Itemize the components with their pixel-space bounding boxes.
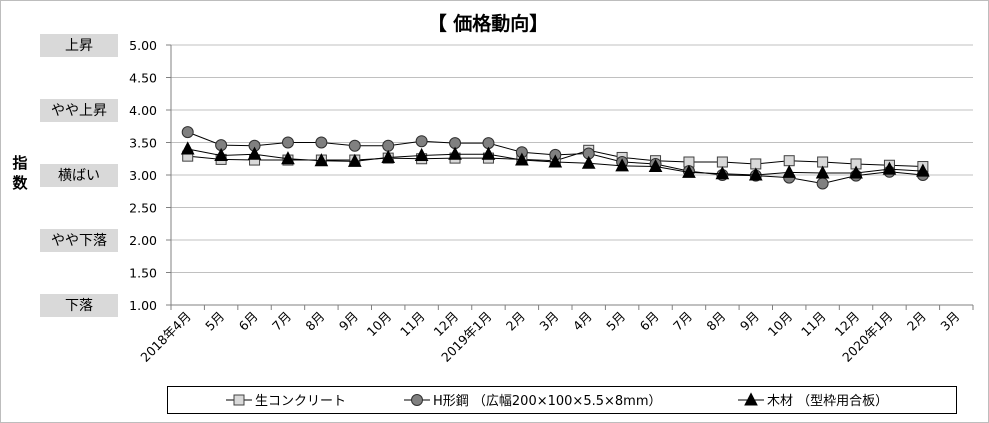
data-point: [348, 139, 361, 152]
legend-marker-square-icon: [233, 394, 245, 406]
x-tick-label: 9月: [737, 309, 762, 334]
data-point: [548, 154, 563, 168]
level-label-box: [40, 164, 118, 187]
data-point: [481, 146, 496, 160]
y-tick-label: 4.00: [129, 103, 157, 118]
data-point: [214, 147, 228, 161]
data-point: [448, 146, 462, 160]
data-point: [816, 177, 829, 190]
x-tick-label: 5月: [603, 309, 628, 334]
data-point: [515, 152, 529, 166]
data-point: [849, 165, 863, 179]
legend-label: 生コンクリート: [255, 394, 346, 409]
data-point: [415, 135, 428, 148]
y-axis-label-char: 指: [12, 154, 27, 172]
legend-entries: 生コンクリート H形鋼 （広幅200×100×5.5×8mm） 木材 （型枠用合板）: [226, 392, 888, 409]
legend-marker-triangle-icon: [744, 392, 758, 406]
x-tick-label: 2月: [904, 309, 929, 334]
data-point: [281, 136, 294, 149]
data-point: [882, 161, 897, 175]
data-point: [615, 158, 629, 172]
data-point: [315, 136, 328, 149]
x-tick-label: 11月: [397, 309, 428, 340]
data-point: [682, 164, 696, 178]
legend: 生コンクリート H形鋼 （広幅200×100×5.5×8mm） 木材 （型枠用合板）: [167, 386, 957, 414]
data-point: [715, 166, 730, 180]
x-tick-label: 2月: [503, 309, 528, 334]
level-label: やや下落: [51, 233, 107, 249]
y-tick-label: 1.50: [129, 266, 157, 281]
series-triangle: [180, 141, 930, 181]
level-label-box: [40, 294, 118, 317]
data-point: [916, 163, 930, 177]
y-axis-label-char: 数: [12, 174, 28, 192]
x-tick-label: 2018年4月: [137, 309, 193, 365]
x-tick-label: 8月: [703, 309, 728, 334]
data-point: [648, 158, 663, 173]
x-tick-label: 7月: [269, 309, 294, 334]
data-point: [414, 147, 429, 161]
chart-title: 【 価格動向】: [428, 12, 549, 35]
y-tick-label: 1.00: [129, 298, 157, 313]
y-tick-label: 5.00: [129, 38, 157, 53]
data-point: [247, 146, 262, 160]
x-tick-label: 9月: [336, 309, 361, 334]
data-point: [181, 126, 194, 139]
data-point: [783, 155, 795, 167]
legend-marker-circle-icon: [411, 394, 423, 406]
y-tick-label: 2.00: [129, 233, 157, 248]
data-point: [716, 156, 728, 168]
data-point: [381, 149, 396, 163]
x-tick-label: 5月: [202, 309, 227, 334]
data-point: [382, 139, 395, 152]
legend-label: 木材 （型枠用合板）: [767, 394, 888, 409]
x-tick-label: 7月: [670, 309, 695, 334]
data-point: [581, 155, 596, 169]
data-point: [314, 153, 329, 167]
y-tick-labels: 5.00 4.50 4.00 3.50 3.00 2.50 2.00 1.50 1.00: [129, 38, 157, 313]
level-label: やや上昇: [51, 103, 107, 119]
x-tick-label: 10月: [765, 309, 796, 340]
x-tick-label: 6月: [236, 309, 261, 334]
legend-label: H形鋼 （広幅200×100×5.5×8mm）: [433, 394, 661, 409]
level-label: 下落: [65, 298, 93, 314]
level-label-box: [40, 99, 118, 122]
data-point: [347, 153, 362, 167]
x-tick-label: 11月: [798, 309, 829, 340]
y-tick-label: 2.50: [129, 201, 157, 216]
y-tick-label: 3.00: [129, 168, 157, 183]
x-tick-label: 10月: [364, 309, 395, 340]
series-group: [180, 126, 930, 190]
y-tick-label: 3.50: [129, 136, 157, 151]
x-tick-label: 6月: [637, 309, 662, 334]
level-label-box: [40, 229, 118, 252]
data-point: [815, 165, 830, 179]
x-tick-label: 4月: [570, 309, 595, 334]
data-point: [281, 151, 295, 165]
data-point: [782, 164, 797, 178]
data-point: [180, 141, 195, 155]
x-tick-label: 3月: [536, 309, 561, 334]
x-tick-label: 8月: [302, 309, 327, 334]
data-point: [748, 167, 763, 181]
y-axis-label: 指数: [12, 154, 28, 192]
level-label: 横ばい: [58, 168, 100, 184]
level-label-box: [40, 34, 118, 57]
y-tick-label: 4.50: [129, 71, 157, 86]
x-tick-label: 3月: [937, 309, 962, 334]
level-label: 上昇: [65, 38, 93, 54]
